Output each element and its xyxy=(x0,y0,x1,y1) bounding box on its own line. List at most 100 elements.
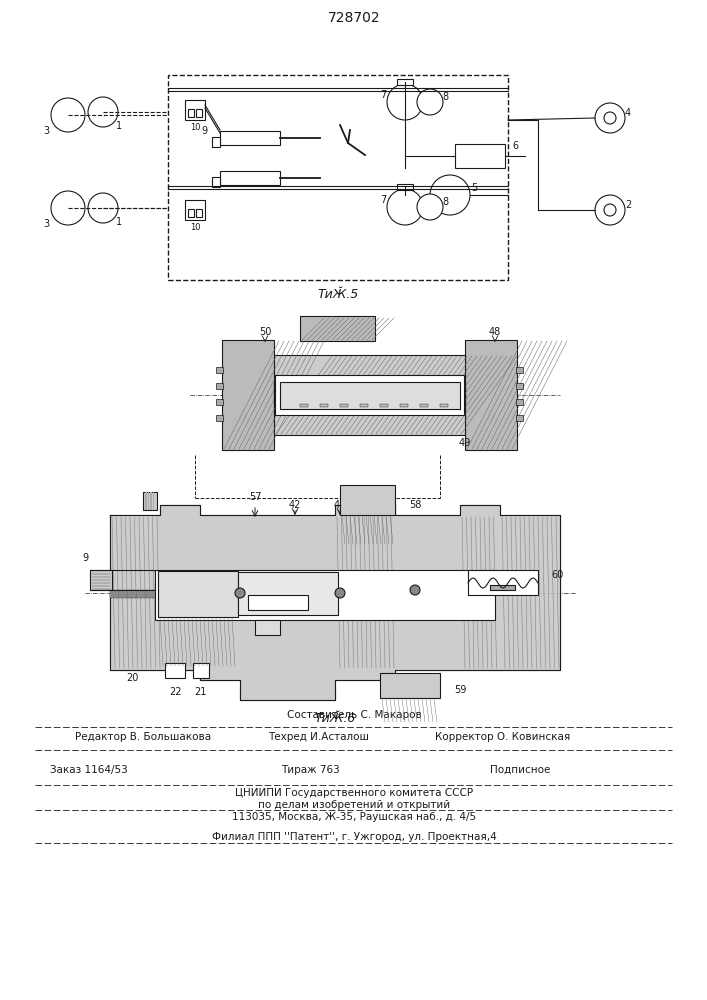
Bar xyxy=(255,620,280,635)
Text: Филиал ППП ''Патент'', г. Ужгород, ул. Проектная,4: Филиал ППП ''Патент'', г. Ужгород, ул. П… xyxy=(211,832,496,842)
Circle shape xyxy=(604,112,616,124)
Bar xyxy=(216,399,223,405)
Text: 10: 10 xyxy=(189,122,200,131)
Bar xyxy=(134,590,136,598)
Text: 9: 9 xyxy=(202,126,208,136)
Bar xyxy=(397,184,413,190)
Bar xyxy=(158,571,238,617)
Bar xyxy=(280,382,460,409)
Bar xyxy=(397,79,413,85)
Bar xyxy=(380,673,440,698)
Bar xyxy=(155,570,495,620)
Bar xyxy=(153,492,154,510)
Bar xyxy=(146,590,148,598)
Bar xyxy=(468,570,538,595)
Text: 48: 48 xyxy=(489,327,501,337)
Bar xyxy=(193,663,209,678)
Bar xyxy=(185,200,205,220)
Bar xyxy=(340,485,395,515)
Text: Заказ 1164/53: Заказ 1164/53 xyxy=(50,765,128,775)
Bar xyxy=(140,590,142,598)
Bar xyxy=(145,492,146,510)
Bar xyxy=(165,663,185,678)
Text: 9: 9 xyxy=(82,553,88,563)
Circle shape xyxy=(88,193,118,223)
Text: 49: 49 xyxy=(459,438,471,448)
Text: 2: 2 xyxy=(625,200,631,210)
Circle shape xyxy=(417,194,443,220)
Text: ΤиӁ.5: ΤиӁ.5 xyxy=(317,288,358,302)
Bar xyxy=(90,570,112,590)
Bar xyxy=(220,131,280,145)
Bar xyxy=(516,383,523,389)
Bar xyxy=(465,340,517,450)
Text: 22: 22 xyxy=(169,687,181,697)
Bar xyxy=(212,137,220,147)
Circle shape xyxy=(595,195,625,225)
Circle shape xyxy=(335,588,345,598)
Bar xyxy=(148,492,149,510)
Text: 8: 8 xyxy=(442,197,448,207)
Bar xyxy=(116,590,118,598)
Circle shape xyxy=(387,84,423,120)
Text: 20: 20 xyxy=(126,673,138,683)
Bar xyxy=(216,383,223,389)
Text: 7: 7 xyxy=(380,195,386,205)
Bar xyxy=(150,492,151,510)
Text: Тираж 763: Тираж 763 xyxy=(281,765,339,775)
Text: ЦНИИПИ Государственного комитета СССР: ЦНИИПИ Государственного комитета СССР xyxy=(235,788,473,798)
Bar xyxy=(300,404,308,407)
Bar xyxy=(490,585,515,590)
Bar xyxy=(185,100,205,120)
Text: ΤиӁ.6: ΤиӁ.6 xyxy=(315,712,356,724)
Text: 21: 21 xyxy=(194,687,206,697)
Text: 41: 41 xyxy=(334,500,346,510)
Text: 10: 10 xyxy=(189,223,200,232)
Bar xyxy=(340,404,348,407)
Bar xyxy=(216,415,223,421)
Text: 1: 1 xyxy=(116,217,122,227)
Bar xyxy=(188,209,194,217)
Bar xyxy=(220,171,280,185)
Text: 42: 42 xyxy=(289,500,301,510)
Circle shape xyxy=(88,97,118,127)
Circle shape xyxy=(51,191,85,225)
Circle shape xyxy=(51,98,85,132)
Text: 6: 6 xyxy=(512,141,518,151)
Text: 3: 3 xyxy=(43,219,49,229)
Text: 1: 1 xyxy=(116,121,122,131)
Polygon shape xyxy=(110,505,560,700)
Circle shape xyxy=(595,103,625,133)
Text: Корректор О. Ковинская: Корректор О. Ковинская xyxy=(435,732,571,742)
Text: 50: 50 xyxy=(259,327,271,337)
Text: Редактор В. Большакова: Редактор В. Большакова xyxy=(75,732,211,742)
Text: 59: 59 xyxy=(454,685,466,695)
Bar xyxy=(420,404,428,407)
Bar xyxy=(143,492,157,510)
Text: по делам изобретений и открытий: по делам изобретений и открытий xyxy=(258,800,450,810)
Text: 7: 7 xyxy=(380,90,386,100)
Bar xyxy=(113,590,115,598)
Bar xyxy=(168,75,508,280)
Text: 57: 57 xyxy=(249,492,262,502)
Bar xyxy=(238,572,338,615)
Text: 8: 8 xyxy=(442,92,448,102)
Bar xyxy=(212,177,220,187)
Text: 5: 5 xyxy=(471,183,477,193)
Bar xyxy=(131,590,133,598)
Bar xyxy=(137,590,139,598)
Bar xyxy=(110,590,112,598)
Bar xyxy=(188,109,194,117)
Bar xyxy=(119,590,121,598)
Bar xyxy=(380,404,388,407)
Text: 728702: 728702 xyxy=(327,11,380,25)
Bar xyxy=(143,590,145,598)
Circle shape xyxy=(387,189,423,225)
Bar xyxy=(122,590,124,598)
Bar xyxy=(125,590,127,598)
Bar xyxy=(360,404,368,407)
Text: 3: 3 xyxy=(43,126,49,136)
Bar xyxy=(248,595,308,610)
Bar xyxy=(320,404,328,407)
Circle shape xyxy=(604,204,616,216)
